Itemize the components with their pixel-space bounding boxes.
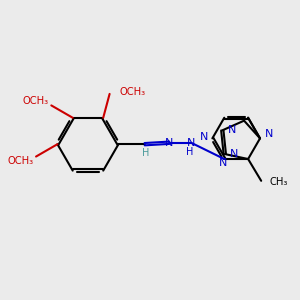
Text: N: N <box>227 125 236 135</box>
Text: N: N <box>264 129 273 139</box>
Text: N: N <box>230 149 238 159</box>
Text: N: N <box>219 158 227 168</box>
Text: N: N <box>165 138 173 148</box>
Text: H: H <box>142 148 150 158</box>
Text: OCH₃: OCH₃ <box>8 156 34 166</box>
Text: H: H <box>186 147 194 157</box>
Text: N: N <box>187 138 195 148</box>
Text: OCH₃: OCH₃ <box>23 96 49 106</box>
Text: CH₃: CH₃ <box>270 177 288 187</box>
Text: OCH₃: OCH₃ <box>120 87 146 97</box>
Text: N: N <box>200 132 208 142</box>
